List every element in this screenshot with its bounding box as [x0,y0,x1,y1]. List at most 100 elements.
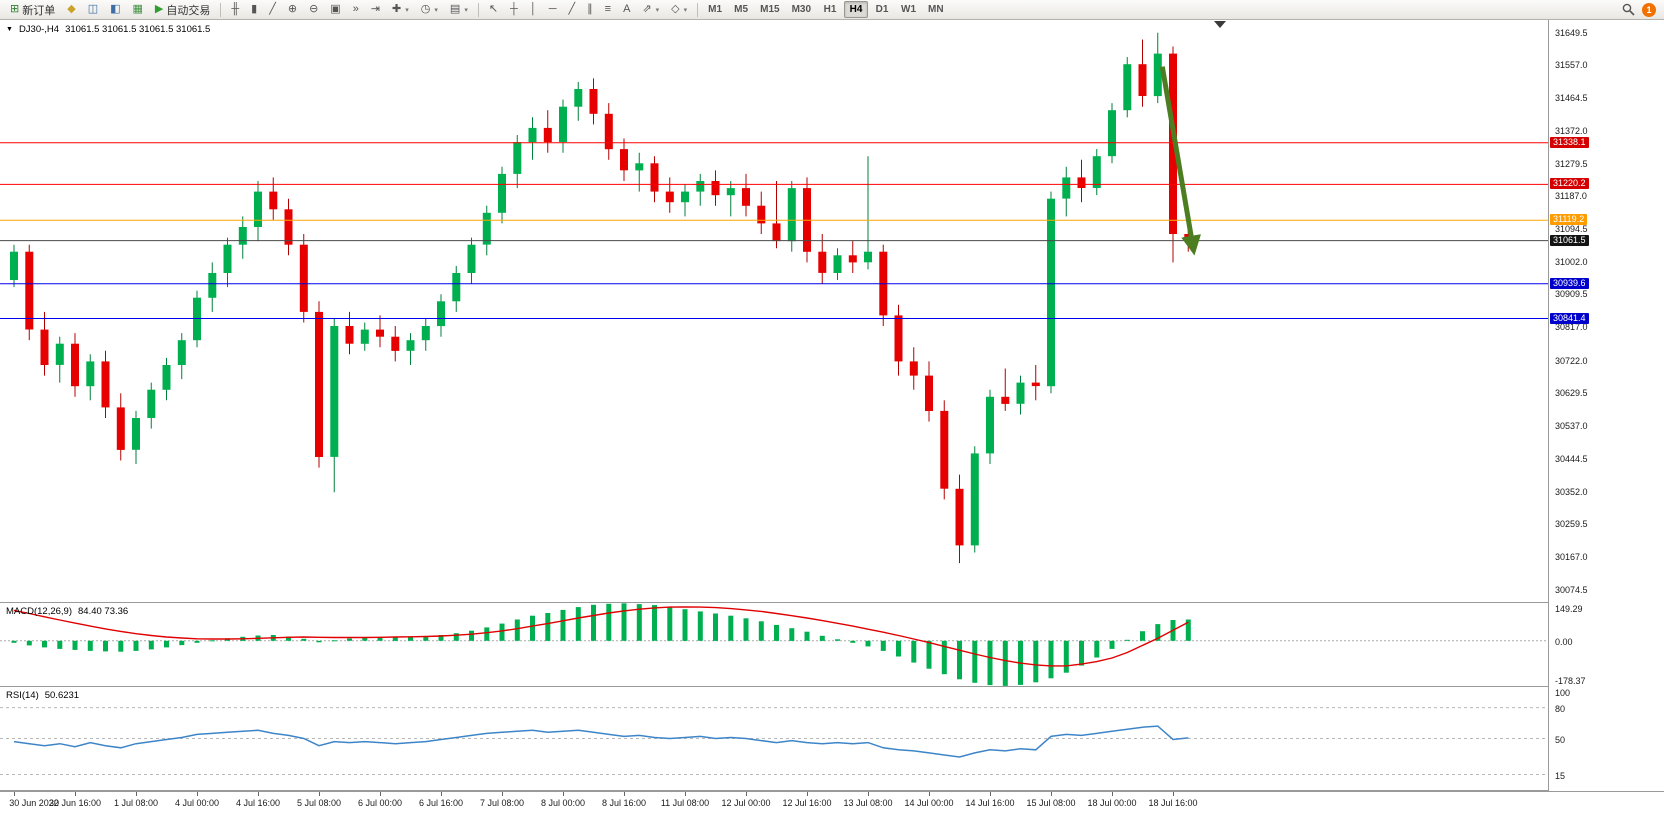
macd-histogram-bar [880,640,886,651]
candle-body [376,329,384,337]
macd-histogram-bar [774,624,779,641]
annotation-arrow[interactable] [1159,66,1201,256]
fibonacci-icon: ≡ [604,3,612,15]
bar-chart-button[interactable]: ╫ [226,1,244,18]
crosshair-button[interactable]: ┼ [505,1,523,18]
timeframe-m15-button[interactable]: M15 [755,1,784,18]
rsi-canvas [0,707,1548,775]
price-badge: 31061.5 [1550,234,1589,246]
macd-histogram-bar [545,613,551,641]
cursor-icon: ↖ [488,3,499,15]
macd-name: MACD(12,26,9) [6,606,72,617]
arrows-button[interactable]: ⇗ ▾ [637,1,664,18]
shapes-button[interactable]: ◇ ▾ [666,1,692,18]
timeframe-h1-button[interactable]: H1 [818,1,842,18]
zoom-out-button[interactable]: ⊖ [304,1,323,18]
macd-histogram-bar [438,635,444,641]
terminal-button[interactable]: ▦ [128,1,148,18]
timeframe-m30-button[interactable]: M30 [787,1,816,18]
candlestick-chart-button[interactable]: ▮ [246,1,262,18]
tile-windows-button[interactable]: ▣ [325,1,345,18]
candle-body [559,106,567,143]
toolbar-separator [477,2,479,17]
vertical-line-button[interactable]: │ [525,1,542,18]
price-tick: 30167.0 [1555,552,1588,563]
candle-body [970,453,979,546]
new-order-button[interactable]: ⊞ 新订单 [5,1,60,18]
candle-body [437,301,445,327]
main-chart-area[interactable]: ▼ DJ30-,H4 31061.5 31061.5 31061.5 31061… [0,20,1548,603]
macd-histogram-bar [87,640,93,651]
collapse-triangle-icon[interactable]: ▼ [6,26,13,33]
timeframe-m5-button[interactable]: M5 [729,1,753,18]
time-label: 4 Jul 00:00 [174,798,220,808]
macd-histogram-bar [484,627,490,641]
market-watch-button[interactable]: ◆ [62,1,80,18]
fibonacci-button[interactable]: ≡ [600,1,616,18]
line-chart-button[interactable]: ╱ [264,1,281,18]
timeframe-w1-button[interactable]: W1 [896,1,921,18]
main-chart-canvas [0,21,1548,564]
price-tick: 31649.5 [1555,27,1588,38]
chart-shift-marker-icon[interactable] [1214,21,1226,28]
macd-histogram-bar [118,640,124,652]
candle-body [1031,382,1040,387]
price-tick: -178.37 [1555,676,1586,686]
time-tick [136,792,137,796]
time-label: 14 Jul 16:00 [965,798,1015,808]
shapes-icon: ◇ [671,3,680,15]
navigator-button[interactable]: ◧ [105,1,125,18]
candle-body [650,163,659,192]
macd-histogram-bar [179,640,185,646]
time-axis[interactable]: 30 Jun 2022 30 Jun 16:00 1 Jul 08:00 4 Jul … [0,791,1664,814]
data-window-button[interactable]: ◫ [83,1,103,18]
time-label: 30 Jun 16:00 [48,798,102,808]
price-badge: 30841.4 [1550,312,1589,324]
periods-button[interactable]: ◷ ▾ [416,1,443,18]
time-tick [868,792,869,796]
candle-body [940,410,949,489]
macd-histogram-bar [42,640,47,648]
price-axis[interactable]: 31649.5 31557.0 31464.5 31372.0 31279.5 31187… [1548,20,1664,791]
search-icon[interactable] [1622,3,1635,16]
timeframe-d1-button[interactable]: D1 [870,1,894,18]
chart-shift-button[interactable]: ⇥ [366,1,385,18]
indicators-button[interactable]: ✚ ▾ [387,1,414,18]
macd-histogram-bar [499,623,505,641]
macd-panel[interactable]: MACD(12,26,9) 84.40 73.36 [0,603,1548,687]
channel-button[interactable]: ∥ [582,1,598,18]
macd-histogram-bar [1079,640,1084,666]
trendline-button[interactable]: ╱ [564,1,581,18]
candle-body [345,326,354,344]
candle-body [711,181,720,196]
price-badge: 31119.2 [1550,214,1588,226]
time-tick [197,792,198,796]
candle-body [681,191,689,203]
timeframe-mn-button[interactable]: MN [923,1,949,18]
zoom-in-button[interactable]: ⊕ [283,1,302,18]
rsi-panel[interactable]: RSI(14) 50.6231 [0,687,1548,791]
price-badge: 31338.1 [1550,136,1589,148]
templates-button[interactable]: ▤ ▾ [445,1,473,18]
auto-scroll-button[interactable]: » [348,1,364,18]
timeframe-h4-button[interactable]: H4 [844,1,869,18]
candle-body [726,188,735,196]
candle-body [818,251,827,273]
candle-body [467,244,476,273]
chart-window: ▼ DJ30-,H4 31061.5 31061.5 31061.5 31061… [0,20,1664,830]
notification-badge[interactable]: 1 [1642,2,1656,17]
auto-trading-button[interactable]: ▶ 自动交易 [150,1,215,18]
time-label: 11 Jul 08:00 [660,798,710,808]
symbol-label: DJ30-,H4 [18,24,60,35]
candle-body [574,89,583,107]
cursor-button[interactable]: ↖ [484,1,503,18]
horizontal-line-button[interactable]: ─ [544,1,562,18]
auto-scroll-icon: » [352,3,359,15]
timeframe-m1-button[interactable]: M1 [703,1,727,18]
toolbar-drawing-group: ↖ ┼ │ ─ ╱ ∥ ≡ A ⇗ ▾ ◇ ▾ [483,0,693,20]
new-order-label: 新订单 [22,4,56,17]
macd-histogram-bar [1109,640,1115,649]
time-tick [1051,792,1052,796]
price-tick: 80 [1555,703,1566,714]
text-button[interactable]: A [618,1,635,18]
